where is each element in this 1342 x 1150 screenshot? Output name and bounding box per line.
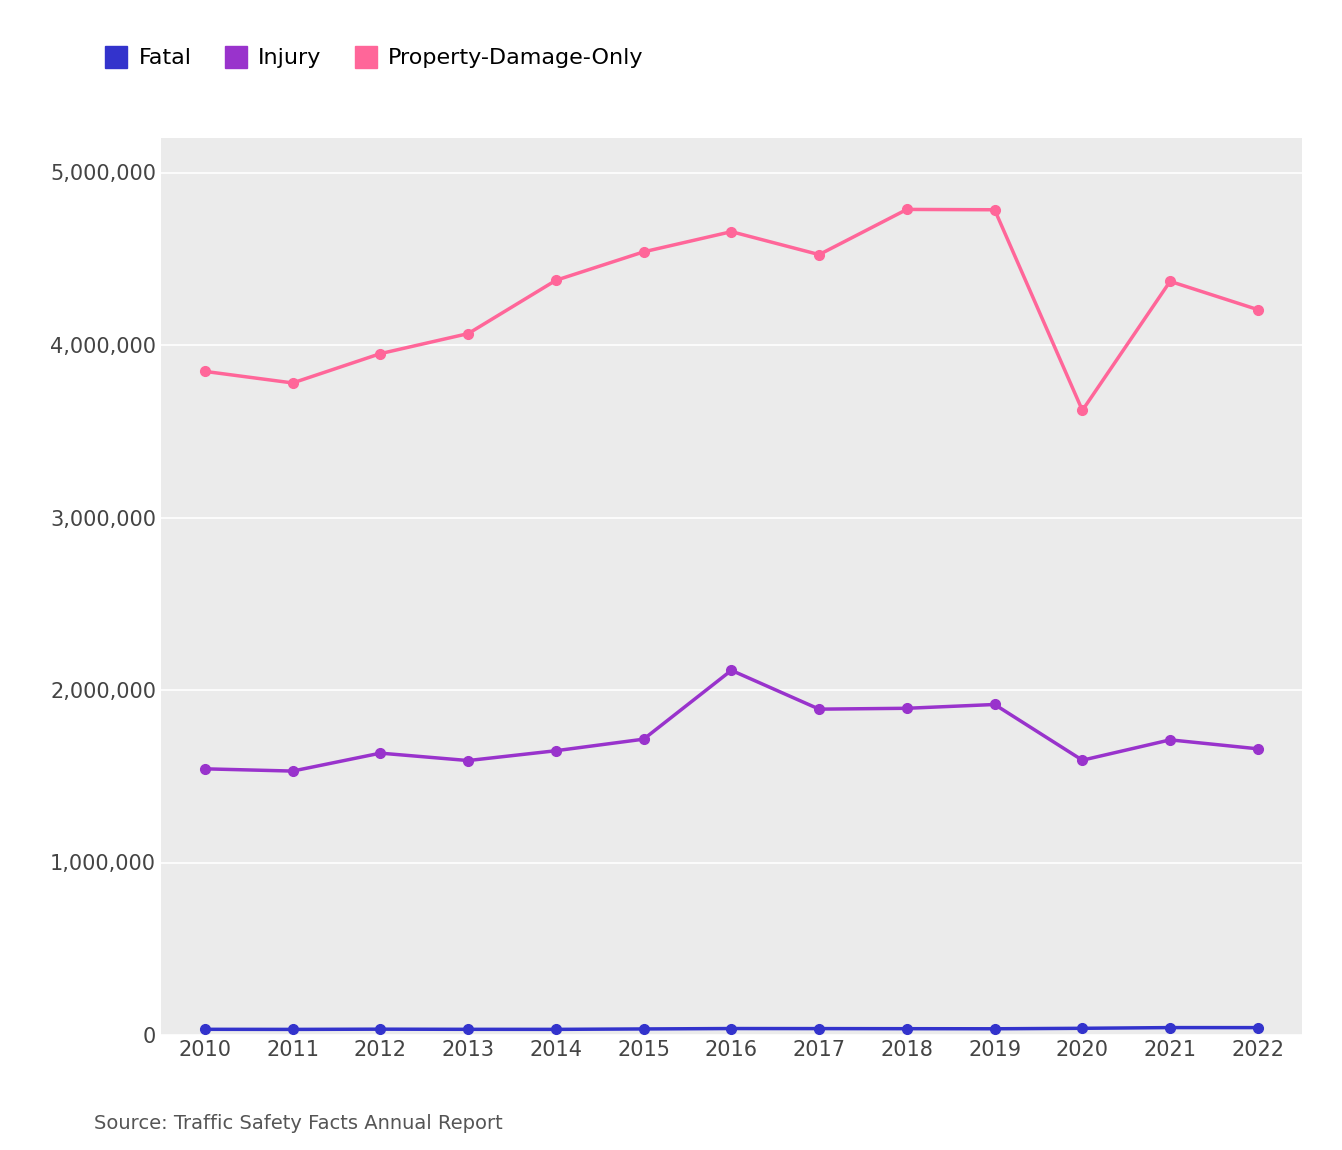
Property-Damage-Only <box>372 347 388 361</box>
Fatal <box>548 1022 564 1036</box>
Injury <box>460 753 476 767</box>
Line: Injury: Injury <box>200 666 1263 776</box>
Property-Damage-Only <box>548 274 564 288</box>
Line: Property-Damage-Only: Property-Damage-Only <box>200 205 1263 415</box>
Fatal <box>899 1022 915 1036</box>
Fatal <box>986 1022 1002 1036</box>
Injury <box>197 762 213 776</box>
Injury <box>1249 742 1266 756</box>
Fatal <box>1075 1021 1091 1035</box>
Fatal <box>636 1022 652 1036</box>
Property-Damage-Only <box>811 247 827 261</box>
Property-Damage-Only <box>636 245 652 259</box>
Fatal <box>811 1021 827 1035</box>
Fatal <box>372 1022 388 1036</box>
Property-Damage-Only <box>899 202 915 216</box>
Fatal <box>1162 1021 1178 1035</box>
Property-Damage-Only <box>986 202 1002 216</box>
Injury <box>811 703 827 716</box>
Injury <box>285 765 301 779</box>
Property-Damage-Only <box>460 327 476 340</box>
Legend: Fatal, Injury, Property-Damage-Only: Fatal, Injury, Property-Damage-Only <box>105 46 644 69</box>
Property-Damage-Only <box>197 365 213 378</box>
Property-Damage-Only <box>1249 302 1266 316</box>
Property-Damage-Only <box>1075 404 1091 417</box>
Injury <box>636 733 652 746</box>
Fatal <box>285 1022 301 1036</box>
Injury <box>1162 733 1178 746</box>
Fatal <box>723 1021 739 1035</box>
Injury <box>899 702 915 715</box>
Property-Damage-Only <box>723 224 739 238</box>
Injury <box>1075 753 1091 767</box>
Property-Damage-Only <box>285 376 301 390</box>
Injury <box>723 664 739 677</box>
Text: Source: Traffic Safety Facts Annual Report: Source: Traffic Safety Facts Annual Repo… <box>94 1113 503 1133</box>
Line: Fatal: Fatal <box>200 1022 1263 1034</box>
Property-Damage-Only <box>1162 275 1178 289</box>
Fatal <box>1249 1021 1266 1035</box>
Injury <box>986 698 1002 712</box>
Injury <box>548 744 564 758</box>
Fatal <box>460 1022 476 1036</box>
Injury <box>372 746 388 760</box>
Fatal <box>197 1022 213 1036</box>
